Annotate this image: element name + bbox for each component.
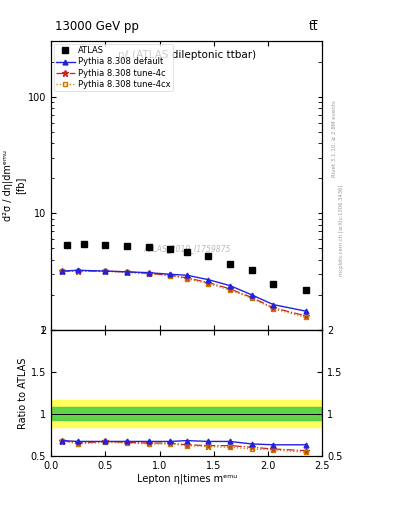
X-axis label: Lepton η|times mᵉᵐᵘ: Lepton η|times mᵉᵐᵘ [136,473,237,484]
Pythia 8.308 default [304,308,309,314]
Line: Pythia 8.308 tune-4cx: Pythia 8.308 tune-4cx [59,269,309,320]
Pythia 8.308 tune-4c [304,313,309,319]
Pythia 8.308 default [184,272,189,278]
Legend: ATLAS, Pythia 8.308 default, Pythia 8.308 tune-4c, Pythia 8.308 tune-4cx: ATLAS, Pythia 8.308 default, Pythia 8.30… [54,44,173,91]
Pythia 8.308 tune-4c [103,268,108,274]
Pythia 8.308 default [76,267,81,273]
Y-axis label: Ratio to ATLAS: Ratio to ATLAS [18,357,28,429]
ATLAS [146,244,151,250]
Pythia 8.308 tune-4c [168,272,173,278]
Pythia 8.308 tune-4c [206,280,211,286]
ATLAS [168,246,173,252]
Y-axis label: d²σ / dη|dmᵉᵐᵘ
[fb]: d²σ / dη|dmᵉᵐᵘ [fb] [3,150,25,221]
Pythia 8.308 tune-4cx [125,269,129,275]
Pythia 8.308 default [271,302,276,308]
Text: ATLAS_2019_I1759875: ATLAS_2019_I1759875 [143,245,230,253]
Pythia 8.308 tune-4cx [184,275,189,282]
Bar [51,400,322,427]
Pythia 8.308 default [103,268,108,274]
Text: tt̅: tt̅ [309,20,318,33]
ATLAS [125,243,129,249]
Pythia 8.308 tune-4c [60,268,64,274]
Pythia 8.308 tune-4c [228,286,232,292]
Text: mcplots.cern.ch [arXiv:1306.3436]: mcplots.cern.ch [arXiv:1306.3436] [339,185,344,276]
Text: ηℓ (ATLAS dileptonic ttbar): ηℓ (ATLAS dileptonic ttbar) [118,50,256,59]
Pythia 8.308 tune-4cx [60,268,64,274]
Pythia 8.308 default [206,276,211,283]
Line: Pythia 8.308 default: Pythia 8.308 default [59,268,309,314]
Text: 13000 GeV pp: 13000 GeV pp [55,20,139,33]
Pythia 8.308 tune-4cx [206,281,211,287]
Pythia 8.308 tune-4c [76,268,81,274]
ATLAS [206,253,211,259]
ATLAS [250,266,254,272]
Pythia 8.308 default [125,269,129,275]
ATLAS [271,281,276,287]
Line: Pythia 8.308 tune-4c: Pythia 8.308 tune-4c [59,268,309,319]
Pythia 8.308 tune-4c [250,294,254,301]
Pythia 8.308 tune-4cx [228,287,232,293]
Pythia 8.308 default [228,283,232,289]
Pythia 8.308 tune-4cx [250,295,254,302]
ATLAS [103,242,108,248]
Bar [51,407,322,420]
Pythia 8.308 tune-4c [125,269,129,275]
Pythia 8.308 default [146,270,151,276]
Pythia 8.308 tune-4cx [271,306,276,312]
ATLAS [228,261,232,267]
Pythia 8.308 default [168,271,173,278]
ATLAS [304,287,309,293]
Pythia 8.308 default [60,268,64,274]
ATLAS [65,242,70,248]
Pythia 8.308 tune-4cx [168,272,173,279]
Pythia 8.308 tune-4cx [146,271,151,277]
Pythia 8.308 tune-4c [271,305,276,311]
Line: ATLAS: ATLAS [64,241,309,293]
ATLAS [81,241,86,247]
Pythia 8.308 tune-4cx [304,314,309,321]
Pythia 8.308 default [250,292,254,298]
Pythia 8.308 tune-4cx [103,268,108,274]
Pythia 8.308 tune-4cx [76,268,81,274]
Text: Rivet 3.1.10, ≥ 2.8M events: Rivet 3.1.10, ≥ 2.8M events [332,100,337,177]
ATLAS [184,248,189,254]
Pythia 8.308 tune-4c [146,270,151,276]
Pythia 8.308 tune-4c [184,275,189,281]
